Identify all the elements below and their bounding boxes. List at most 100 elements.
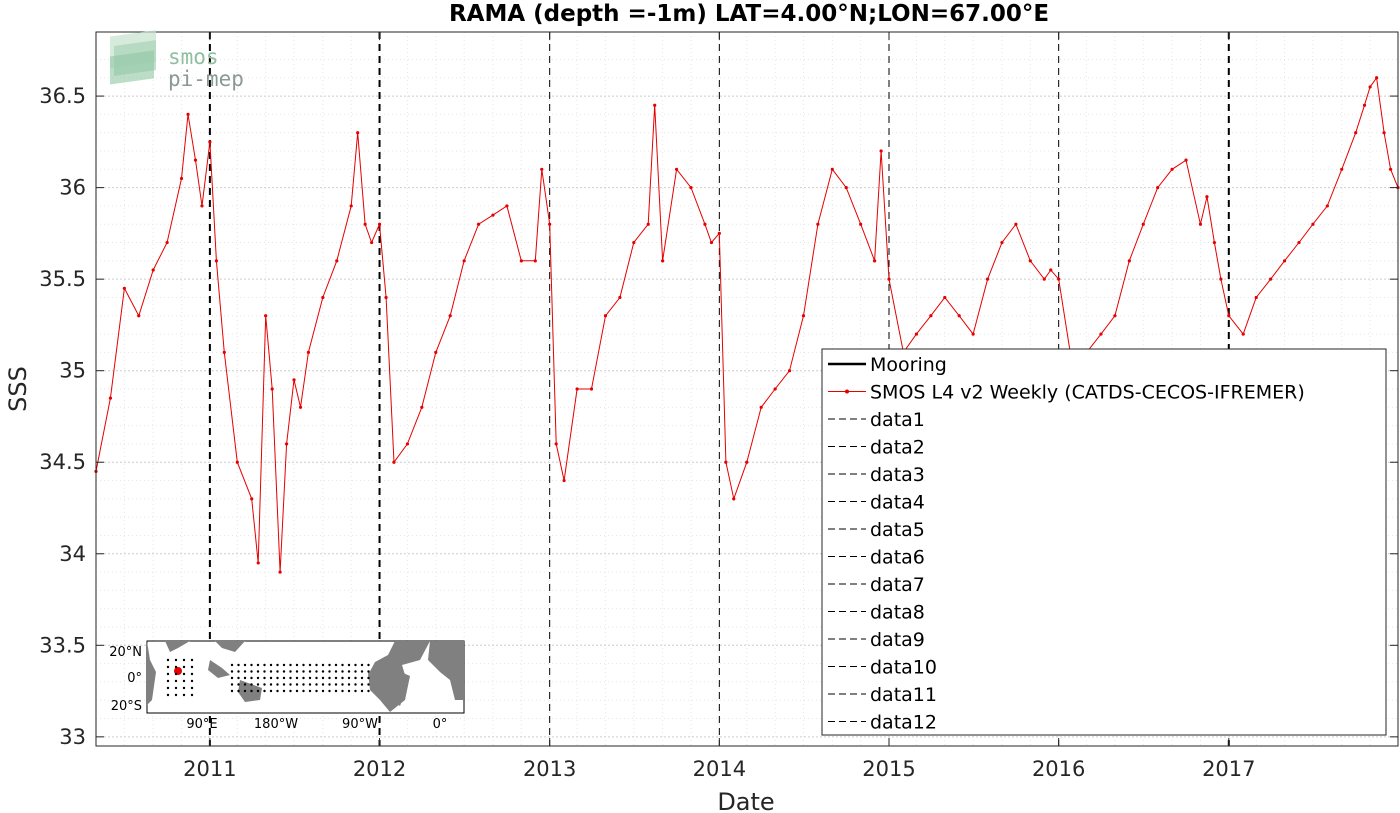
data-point: [732, 497, 736, 501]
data-point: [548, 222, 552, 226]
y-tick-label: 34.5: [39, 450, 86, 474]
map-buoy-dot: [302, 683, 305, 686]
legend-item: Mooring: [828, 354, 947, 376]
map-buoy-dot: [276, 670, 279, 673]
map-buoy-dot: [282, 689, 286, 693]
map-buoy-dot: [321, 689, 325, 693]
map-lon-tick-90e: 90°E: [186, 717, 217, 732]
data-point: [137, 314, 141, 318]
map-buoy-dot: [321, 676, 325, 680]
y-axis-ticks: 33 33.5 34 34.5 35 35.5 36 36.5: [39, 84, 1398, 749]
map-buoy-dot: [276, 676, 279, 680]
data-point: [1219, 277, 1223, 281]
legend-label: data11: [870, 684, 937, 706]
data-point: [1000, 240, 1004, 245]
data-point: [208, 140, 212, 144]
map-buoy-dot: [263, 683, 266, 686]
data-point: [1354, 131, 1358, 135]
data-point: [618, 295, 622, 300]
data-point: [306, 350, 311, 354]
map-buoy-dot: [282, 676, 286, 680]
legend-label: data7: [870, 574, 925, 596]
data-point: [256, 561, 260, 565]
map-buoy-dot: [315, 676, 318, 680]
map-buoy-dot: [182, 672, 186, 676]
map-buoy-dot: [347, 663, 351, 667]
map-buoy-dot: [341, 676, 344, 680]
x-tick-label: 2016: [1032, 757, 1085, 781]
map-buoy-dot: [269, 663, 273, 667]
legend-label: data2: [870, 437, 925, 459]
legend-label: data1: [870, 409, 925, 431]
map-buoy-dot: [360, 683, 364, 686]
map-buoy-dot: [347, 676, 351, 680]
map-buoy-dot: [302, 670, 305, 673]
map-buoy-dot: [243, 663, 247, 667]
legend-label: SMOS L4 v2 Weekly (CATDS-CECOS-IFREMER): [870, 382, 1305, 404]
map-buoy-dot: [237, 683, 240, 686]
x-tick-label: 2015: [862, 757, 915, 781]
data-point: [235, 460, 239, 464]
data-point: [957, 314, 961, 318]
data-point: [985, 277, 990, 281]
map-buoy-dot: [321, 670, 325, 673]
map-buoy-dot: [328, 663, 331, 667]
data-point: [661, 259, 665, 263]
map-buoy-dot: [360, 670, 364, 673]
data-point: [575, 387, 579, 391]
data-point: [1325, 204, 1329, 208]
map-buoy-dot: [308, 676, 312, 680]
data-point: [1014, 222, 1018, 226]
map-lat-tick-north: 20°N: [109, 645, 142, 660]
data-point: [250, 497, 254, 501]
data-point: [292, 378, 296, 382]
map-buoy-dot: [230, 670, 234, 673]
data-point: [1382, 131, 1386, 135]
data-point: [505, 204, 509, 208]
map-buoy-dot: [341, 663, 344, 667]
x-tick-label: 2017: [1202, 757, 1255, 781]
data-point: [384, 295, 388, 300]
map-buoy-dot: [190, 679, 194, 683]
map-lon-tick-90w: 90°W: [342, 717, 378, 732]
data-point: [264, 314, 268, 318]
map-buoy-dot: [289, 689, 292, 693]
legend-label: data3: [870, 464, 925, 486]
map-buoy-dot: [367, 670, 370, 673]
y-tick-label: 36.5: [39, 84, 86, 108]
data-point: [462, 259, 466, 263]
map-buoy-dot: [190, 686, 194, 690]
map-buoy-dot: [276, 683, 279, 686]
map-buoy-dot: [190, 658, 194, 662]
map-buoy-dot: [282, 670, 286, 673]
data-point: [270, 387, 274, 391]
y-tick-label: 34: [59, 542, 86, 566]
data-point: [1254, 295, 1258, 300]
data-point: [519, 259, 523, 263]
y-tick-label: 36: [59, 176, 86, 200]
map-lat-tick-south: 20°S: [111, 699, 142, 714]
data-point: [1269, 277, 1273, 281]
legend-item: data1: [828, 409, 925, 431]
data-point: [562, 478, 566, 483]
data-point: [363, 222, 367, 226]
map-buoy-dot: [289, 683, 292, 686]
map-buoy-dot: [182, 658, 186, 662]
map-buoy-dot: [367, 676, 370, 680]
map-buoy-dot: [321, 663, 325, 667]
inset-map: 20°N 0° 20°S 90°E 180°W 90°W 0°: [109, 640, 465, 732]
data-point: [298, 405, 303, 409]
data-point: [914, 332, 919, 336]
map-buoy-dot: [289, 676, 292, 680]
map-buoy-dot: [282, 683, 286, 686]
map-buoy-dot: [315, 683, 318, 686]
map-buoy-dot: [302, 689, 305, 693]
legend-swatch-marker: [845, 389, 849, 394]
data-point: [1028, 259, 1032, 263]
data-point: [943, 295, 947, 300]
legend-label: data9: [870, 629, 925, 651]
data-point: [703, 222, 707, 226]
data-point: [392, 460, 396, 464]
map-buoy-dot: [174, 672, 178, 676]
map-buoy-dot: [276, 689, 279, 693]
